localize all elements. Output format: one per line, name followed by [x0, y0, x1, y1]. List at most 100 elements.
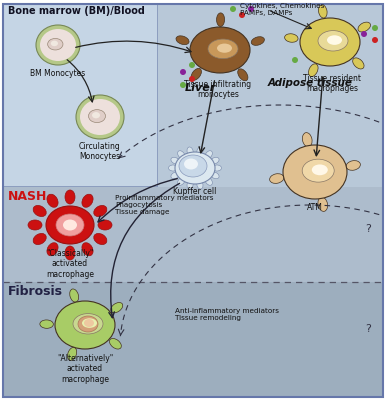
Ellipse shape: [208, 39, 238, 59]
Ellipse shape: [353, 58, 364, 69]
Ellipse shape: [82, 194, 93, 207]
Ellipse shape: [40, 320, 53, 328]
Ellipse shape: [47, 38, 63, 50]
Text: ATM: ATM: [307, 203, 323, 212]
Ellipse shape: [361, 31, 367, 37]
Ellipse shape: [65, 190, 75, 204]
Ellipse shape: [300, 18, 360, 66]
Ellipse shape: [175, 152, 215, 184]
Text: Proinflammatory mediators
Phagocytosis
Tissue damage: Proinflammatory mediators Phagocytosis T…: [115, 195, 213, 215]
Ellipse shape: [94, 206, 107, 216]
Ellipse shape: [327, 35, 342, 45]
Ellipse shape: [47, 194, 58, 207]
Ellipse shape: [283, 145, 347, 199]
Ellipse shape: [346, 161, 361, 170]
Ellipse shape: [65, 246, 75, 260]
Ellipse shape: [189, 62, 195, 68]
Ellipse shape: [205, 177, 212, 185]
Text: Anti-inflammatory mediators
Tissue remodeling: Anti-inflammatory mediators Tissue remod…: [175, 308, 279, 321]
Ellipse shape: [171, 172, 179, 179]
Ellipse shape: [248, 6, 254, 12]
Ellipse shape: [312, 164, 328, 175]
Ellipse shape: [239, 12, 245, 18]
Ellipse shape: [187, 147, 193, 156]
Ellipse shape: [230, 6, 236, 12]
Ellipse shape: [88, 110, 105, 122]
Ellipse shape: [180, 69, 186, 75]
Ellipse shape: [302, 132, 312, 147]
Text: "Alternatively"
activated
macrophage: "Alternatively" activated macrophage: [57, 354, 113, 384]
Ellipse shape: [80, 99, 120, 135]
Ellipse shape: [251, 37, 264, 45]
Ellipse shape: [68, 348, 77, 360]
Ellipse shape: [372, 25, 378, 31]
Text: "Classically"
activated
macrophage: "Classically" activated macrophage: [46, 249, 94, 279]
Ellipse shape: [184, 158, 198, 170]
Ellipse shape: [180, 82, 186, 88]
Ellipse shape: [189, 76, 195, 82]
Text: Circulating
Monocytes: Circulating Monocytes: [79, 142, 121, 161]
Ellipse shape: [197, 180, 203, 189]
Ellipse shape: [318, 5, 327, 18]
Text: Liver: Liver: [185, 83, 216, 93]
Ellipse shape: [82, 243, 93, 256]
Ellipse shape: [51, 40, 58, 46]
Ellipse shape: [211, 172, 219, 179]
Text: Kupffer cell: Kupffer cell: [173, 187, 217, 196]
Ellipse shape: [197, 147, 203, 156]
FancyBboxPatch shape: [3, 4, 158, 187]
Text: ?: ?: [365, 224, 371, 234]
Ellipse shape: [46, 206, 94, 244]
Ellipse shape: [171, 157, 179, 164]
Text: Tissue resident
macrophages: Tissue resident macrophages: [303, 74, 361, 93]
Ellipse shape: [269, 174, 284, 183]
Ellipse shape: [358, 22, 371, 32]
Ellipse shape: [111, 302, 123, 313]
Ellipse shape: [33, 234, 46, 244]
Ellipse shape: [169, 165, 178, 171]
Ellipse shape: [191, 68, 201, 80]
Ellipse shape: [76, 95, 124, 139]
Ellipse shape: [318, 31, 348, 51]
Ellipse shape: [47, 243, 58, 256]
Ellipse shape: [211, 157, 219, 164]
Ellipse shape: [70, 289, 79, 302]
Text: ?: ?: [365, 324, 371, 334]
Ellipse shape: [238, 69, 248, 81]
Ellipse shape: [55, 301, 115, 349]
Ellipse shape: [73, 314, 103, 334]
Ellipse shape: [110, 338, 121, 349]
Text: Tissue infiltrating
monocytes: Tissue infiltrating monocytes: [185, 80, 252, 99]
Text: NASH: NASH: [8, 190, 47, 203]
Ellipse shape: [92, 112, 100, 118]
Ellipse shape: [36, 25, 80, 65]
Ellipse shape: [302, 159, 334, 182]
Ellipse shape: [94, 234, 107, 244]
Ellipse shape: [205, 151, 212, 159]
Ellipse shape: [217, 44, 232, 53]
Text: Cytokines, Chemokines
PAMPs, DAMPs: Cytokines, Chemokines PAMPs, DAMPs: [240, 3, 324, 16]
Ellipse shape: [56, 214, 84, 236]
Ellipse shape: [84, 319, 94, 327]
Ellipse shape: [78, 316, 98, 332]
Text: Fibrosis: Fibrosis: [8, 285, 63, 298]
Ellipse shape: [284, 34, 298, 42]
Ellipse shape: [82, 318, 97, 328]
Text: Adipose tissue: Adipose tissue: [267, 78, 352, 88]
Bar: [3, 282, 383, 397]
Ellipse shape: [217, 13, 225, 26]
Ellipse shape: [179, 155, 207, 177]
Text: Bone marrow (BM)/Blood: Bone marrow (BM)/Blood: [8, 6, 145, 16]
Text: BM Monocytes: BM Monocytes: [30, 69, 86, 78]
Ellipse shape: [187, 180, 193, 189]
Ellipse shape: [213, 165, 222, 171]
Ellipse shape: [292, 57, 298, 63]
Ellipse shape: [63, 220, 77, 230]
Ellipse shape: [308, 64, 318, 76]
Ellipse shape: [40, 29, 76, 61]
Ellipse shape: [176, 36, 189, 44]
Ellipse shape: [190, 27, 250, 73]
Bar: [158, 4, 383, 187]
Bar: [3, 187, 383, 282]
Ellipse shape: [28, 220, 42, 230]
